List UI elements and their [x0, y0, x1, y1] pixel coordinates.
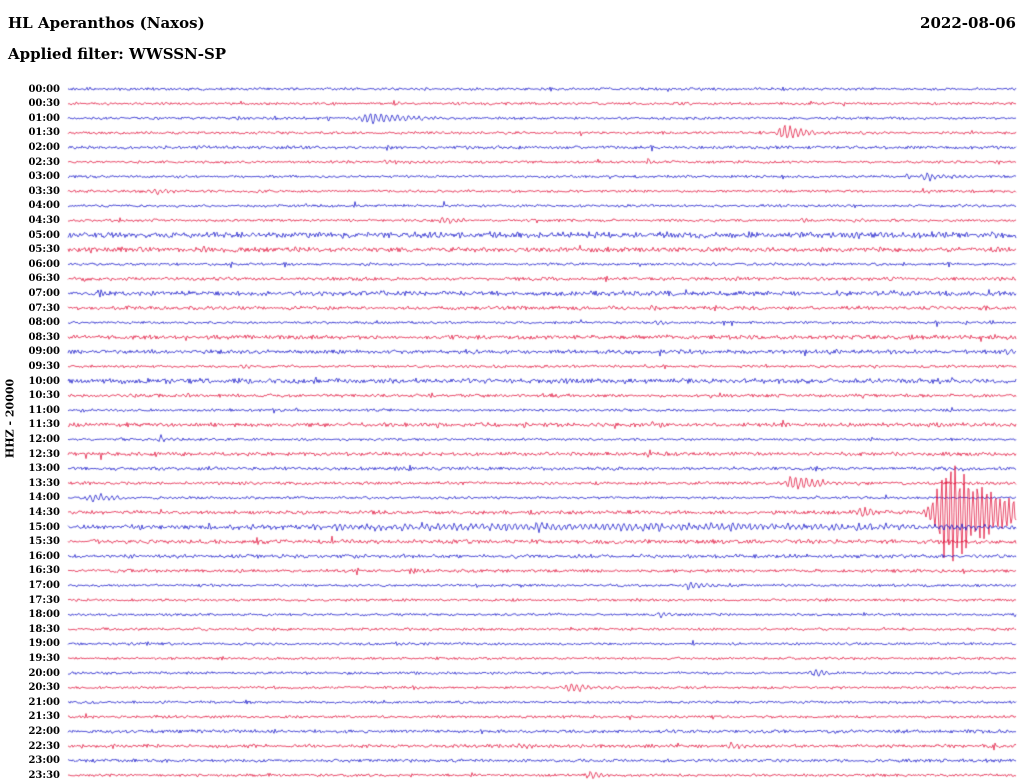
- seismogram-canvas: [0, 0, 1024, 780]
- helicorder-page: HL Aperanthos (Naxos) 2022-08-06 Applied…: [0, 0, 1024, 780]
